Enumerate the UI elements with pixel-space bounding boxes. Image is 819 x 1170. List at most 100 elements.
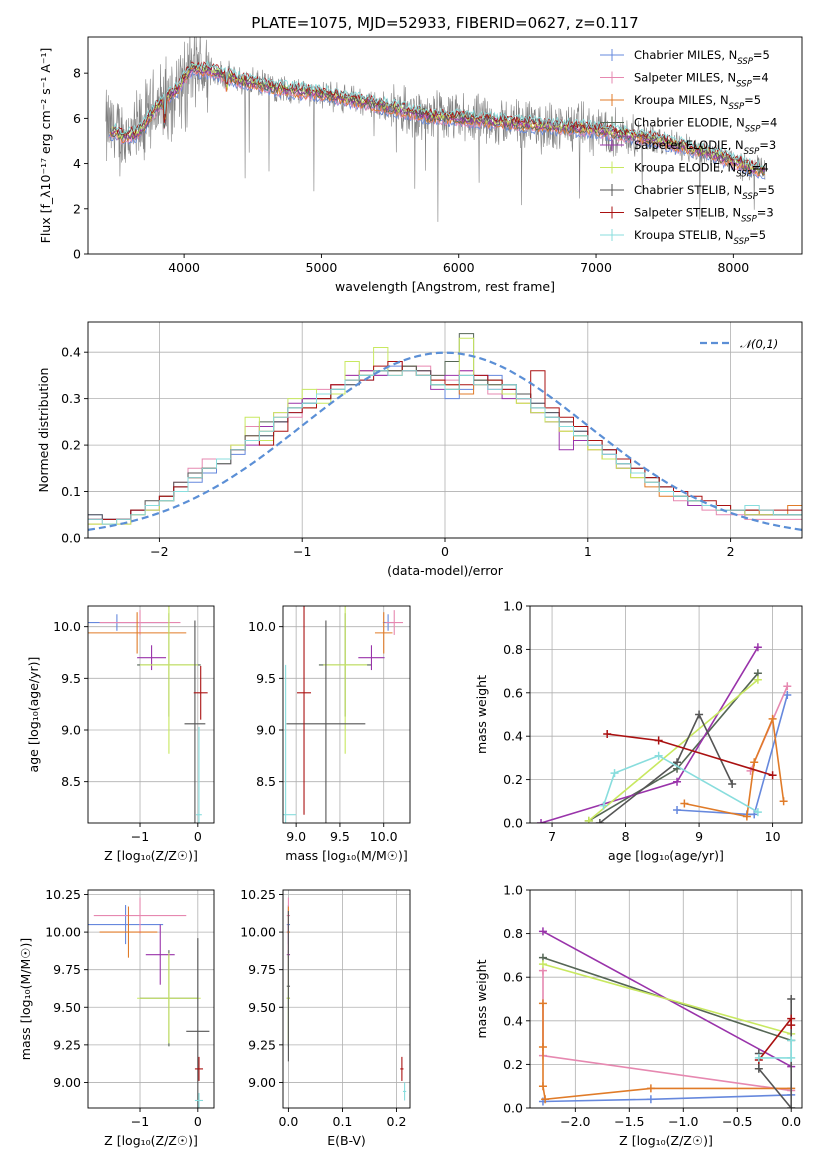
- weights-marker: [754, 1053, 763, 1062]
- y-tick-label: 0.6: [503, 685, 523, 700]
- errorbar-chabrier-miles: [88, 905, 164, 945]
- weights-marker: [538, 1042, 547, 1051]
- x-tick-label: 7000: [580, 260, 612, 275]
- x-tick-label: 0.1: [333, 1114, 353, 1129]
- x-tick-label: 5000: [306, 260, 338, 275]
- age-vs-mass-panel: 9.0 9.5 10.0 8.5 9.0 9.5 10.0 mass [log₁₀(M/M☉)…: [248, 605, 411, 863]
- age-vs-mass-grid: [283, 606, 410, 823]
- mass-vs-metallicity-panel: −1 0 9.00 9.25 9.50 9.75 10.00 10.25 Z [log₁₀(Z/…: [18, 887, 215, 1148]
- weights-marker: [787, 1104, 796, 1108]
- massweight-vs-age-axes: 7 8 9 10 0.0 0.2 0.4 0.6 0.8 1.0 age [log₁₀(age/yr…: [474, 599, 803, 863]
- massweight-vs-age-panel: 7 8 9 10 0.0 0.2 0.4 0.6 0.8 1.0 age [log₁₀(age/yr…: [474, 599, 803, 863]
- y-tick-label: 4: [73, 156, 81, 171]
- weights-marker: [754, 1064, 763, 1073]
- weights-marker: [538, 1082, 547, 1091]
- x-tick-label: 8: [622, 829, 630, 844]
- weights-marker: [779, 797, 788, 806]
- y-tick-label: 9.00: [53, 1075, 81, 1090]
- y-tick-label: 9.75: [248, 962, 276, 977]
- normal-curve: [88, 351, 802, 531]
- y-axis-label: age [log₁₀(age/yr)]: [26, 657, 41, 773]
- spectrum-plot-area: [105, 37, 766, 222]
- y-tick-label: 0.6: [503, 970, 523, 985]
- massweight-vs-Z-grid: [530, 889, 802, 1109]
- weights-marker: [753, 808, 762, 817]
- y-tick-label: 10.0: [248, 619, 276, 634]
- x-tick-label: 7: [548, 829, 556, 844]
- age-vs-Z-grid: [88, 606, 214, 823]
- x-tick-label: 0.2: [387, 1114, 407, 1129]
- y-tick-label: 2: [73, 201, 81, 216]
- weights-marker: [753, 643, 762, 652]
- y-tick-label: 0.0: [503, 816, 523, 831]
- x-tick-label: 2: [727, 544, 735, 559]
- y-tick-label: 9.25: [53, 1037, 81, 1052]
- weights-marker: [646, 1095, 655, 1104]
- y-tick-label: 9.0: [61, 723, 81, 738]
- y-tick-label: 0.2: [503, 772, 523, 787]
- y-tick-label: 0.1: [61, 484, 81, 499]
- errorbar-salpeter-miles: [93, 897, 187, 934]
- y-tick-label: 0.2: [61, 438, 81, 453]
- y-tick-label: 0.0: [503, 1101, 523, 1116]
- errorbar-kroupa-stelib: [196, 726, 202, 823]
- y-axis-label: mass weight: [474, 675, 489, 754]
- axes-frame: [282, 605, 411, 824]
- weights-marker: [595, 819, 604, 823]
- errorbar-kroupa-stelib: [283, 664, 297, 823]
- residuals-axes: −2 −1 0 1 2 0.0 0.1 0.2 0.3 0.4 (data-model)/error…: [36, 321, 803, 578]
- mass-vs-Z-plot-area: [88, 897, 210, 1108]
- x-axis-label: (data-model)/error: [387, 563, 504, 578]
- model-spectrum-chabrier-stelib: [112, 62, 766, 172]
- x-tick-label: −1: [293, 544, 311, 559]
- y-tick-label: 8: [73, 66, 81, 81]
- weights-marker: [654, 736, 663, 745]
- weights-marker: [742, 812, 751, 821]
- x-tick-label: 8000: [717, 260, 749, 275]
- spectrum-axes: 4000 5000 6000 7000 8000 0 2 4 6 8 wavelength [Ang…: [38, 36, 803, 294]
- errorbar-kroupa-stelib: [402, 1082, 407, 1101]
- weights-kroupa-elodie: [584, 675, 762, 823]
- weights-marker: [610, 769, 619, 778]
- errorbar-salpeter-stelib: [193, 665, 208, 720]
- x-tick-label: −2.0: [560, 1114, 590, 1129]
- age-vs-Z-plot-area: [88, 606, 208, 823]
- figure-title: PLATE=1075, MJD=52933, FIBERID=0627, z=0…: [251, 14, 638, 32]
- y-axis-label: Flux [f_λ10⁻¹⁷ erg cm⁻² s⁻¹ A⁻¹]: [38, 48, 53, 244]
- axes-frame: [529, 889, 803, 1109]
- errorbar-chabrier-stelib: [186, 938, 210, 1108]
- weights-kroupa-elodie: [538, 960, 796, 1038]
- x-tick-label: −1.0: [668, 1114, 698, 1129]
- y-axis-label: Normed distribution: [36, 368, 51, 493]
- errorbar-salpeter-stelib: [194, 1056, 204, 1081]
- x-tick-label: −1: [131, 829, 149, 844]
- y-tick-label: 10.25: [240, 887, 276, 902]
- weights-kroupa-stelib: [754, 1036, 796, 1062]
- y-tick-label: 0.8: [503, 926, 523, 941]
- weights-marker: [538, 999, 547, 1008]
- weights-line: [542, 970, 792, 1092]
- weights-marker: [787, 1036, 796, 1045]
- y-tick-label: 0.4: [503, 1013, 523, 1028]
- weights-chabrier-miles: [673, 690, 792, 819]
- weights-marker: [603, 730, 612, 739]
- weights-line: [599, 712, 733, 823]
- massweight-vs-metallicity-panel: −2.0 −1.5 −1.0 −0.5 0.0 0.0 0.2 0.4 0.6 0.8 1.0 Z […: [474, 883, 803, 1148]
- x-tick-label: 0.0: [278, 1114, 298, 1129]
- massweight-vs-age-plot-area: [537, 643, 792, 823]
- weights-line: [758, 1040, 792, 1059]
- y-tick-label: 1.0: [503, 883, 523, 898]
- x-tick-label: 10.0: [370, 829, 398, 844]
- mass-vs-EBV-axes: 0.0 0.1 0.2 9.00 9.25 9.50 9.75 10.00 10.25 E(B-V…: [240, 887, 411, 1148]
- x-tick-label: 9: [695, 829, 703, 844]
- model-spectrum-chabrier-miles: [108, 70, 765, 179]
- weights-marker: [750, 758, 759, 767]
- weights-chabrier-miles: [538, 1090, 796, 1106]
- errorbar-chabrier-stelib: [184, 620, 206, 823]
- axes-frame: [282, 889, 411, 1109]
- mass-vs-Z-axes: −1 0 9.00 9.25 9.50 9.75 10.00 10.25 Z [log₁₀(Z/…: [18, 887, 215, 1148]
- weights-kroupa-miles: [680, 714, 788, 821]
- weights-line: [542, 1003, 792, 1101]
- age-vs-mass-axes: 9.0 9.5 10.0 8.5 9.0 9.5 10.0 mass [log₁₀(M/M☉)…: [248, 605, 411, 863]
